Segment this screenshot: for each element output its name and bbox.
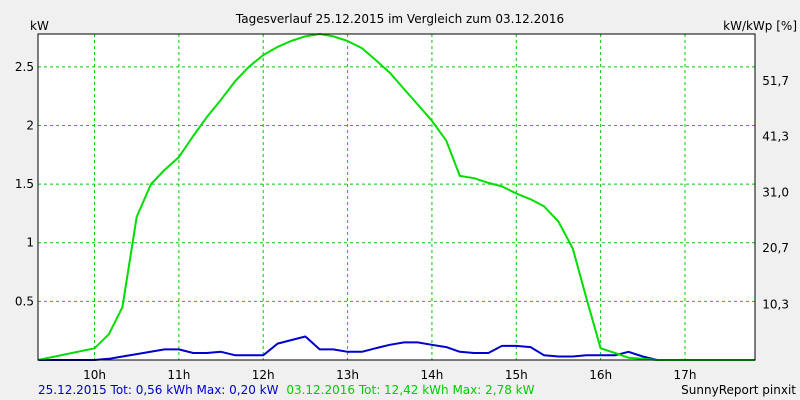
footer-legend: 25.12.2015 Tot: 0,56 kWh Max: 0,20 kW 03… — [38, 383, 535, 397]
y-tick-label-right: 51,7 — [762, 74, 789, 88]
plot-area — [38, 34, 755, 360]
y-tick-label-left: 0.5 — [15, 294, 34, 308]
y-tick-label-right: 20,7 — [762, 241, 789, 255]
y-tick-label-right: 10,3 — [762, 297, 789, 311]
y-tick-label-left: 2 — [26, 118, 34, 132]
grid — [38, 34, 755, 360]
y-tick-label-right: 31,0 — [762, 185, 789, 199]
x-tick-label: 12h — [252, 368, 275, 382]
y-tick-label-left: 2.5 — [15, 60, 34, 74]
legend-blue-series: 25.12.2015 Tot: 0,56 kWh Max: 0,20 kW — [38, 383, 279, 397]
x-tick-label: 14h — [420, 368, 443, 382]
x-tick-label: 16h — [589, 368, 612, 382]
y-tick-label-right: 41,3 — [762, 130, 789, 144]
footer-credit: SunnyReport pinxit — [681, 383, 796, 397]
x-tick-label: 11h — [167, 368, 190, 382]
plot-frame — [37, 33, 756, 361]
chart-title: Tagesverlauf 25.12.2015 im Vergleich zum… — [235, 12, 564, 26]
series-line-blue — [38, 335, 755, 361]
series-layer — [37, 33, 755, 361]
x-tick-label: 15h — [505, 368, 528, 382]
legend-green-series: 03.12.2016 Tot: 12,42 kWh Max: 2,78 kW — [286, 383, 534, 397]
x-tick-label: 13h — [336, 368, 359, 382]
x-tick-label: 10h — [83, 368, 106, 382]
y-axis-right-label: kW/kWp [%] — [723, 19, 797, 33]
y-axis-left-label: kW — [30, 19, 49, 33]
x-tick-label: 17h — [674, 368, 697, 382]
y-tick-label-left: 1.5 — [15, 177, 34, 191]
series-line-green — [37, 33, 755, 361]
tick-labels: 10h 11h 12h 13h 14h 15h 16h 17h 0.5 1 1.5 2 2.5 10,3 2… — [15, 60, 789, 382]
y-tick-label-left: 1 — [26, 236, 34, 250]
